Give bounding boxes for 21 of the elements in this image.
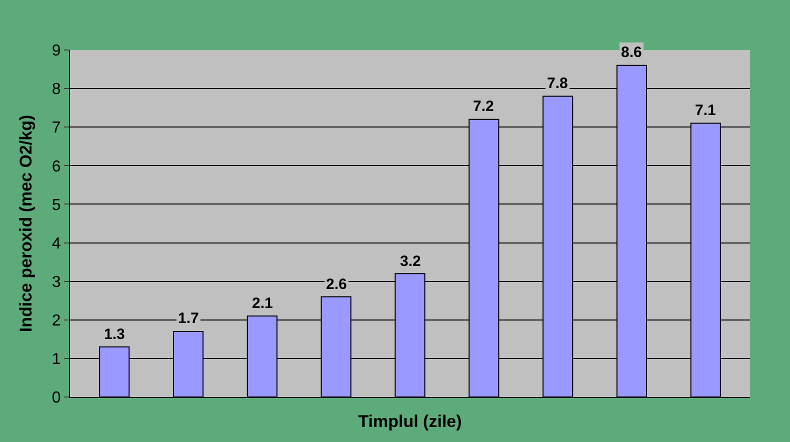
- data-label: 7.1: [695, 102, 716, 119]
- y-tick-label: 2: [52, 312, 61, 330]
- y-axis-title: Indice peroxid (mec O2/kg): [16, 114, 36, 332]
- data-label: 1.3: [104, 326, 125, 343]
- data-label: 3.2: [400, 253, 421, 270]
- y-tick-label: 3: [52, 274, 61, 291]
- y-tick-label: 4: [52, 235, 61, 252]
- data-label: 1.7: [178, 310, 199, 327]
- data-label: 2.6: [326, 276, 347, 293]
- y-tick-label: 0: [52, 390, 61, 407]
- data-label: 7.8: [547, 75, 568, 92]
- y-tick-label: 9: [52, 42, 61, 60]
- data-label: 8.6: [621, 44, 642, 61]
- data-label: 2.1: [252, 295, 273, 312]
- y-tick-label: 6: [52, 158, 61, 176]
- data-label: 7.2: [473, 98, 494, 115]
- y-tick-label: 5: [52, 196, 61, 214]
- x-axis-title: Timplul (zile): [358, 412, 462, 432]
- y-tick-label: 1: [52, 351, 61, 368]
- y-tick-label: 8: [52, 81, 61, 98]
- y-tick-label: 7: [52, 120, 61, 137]
